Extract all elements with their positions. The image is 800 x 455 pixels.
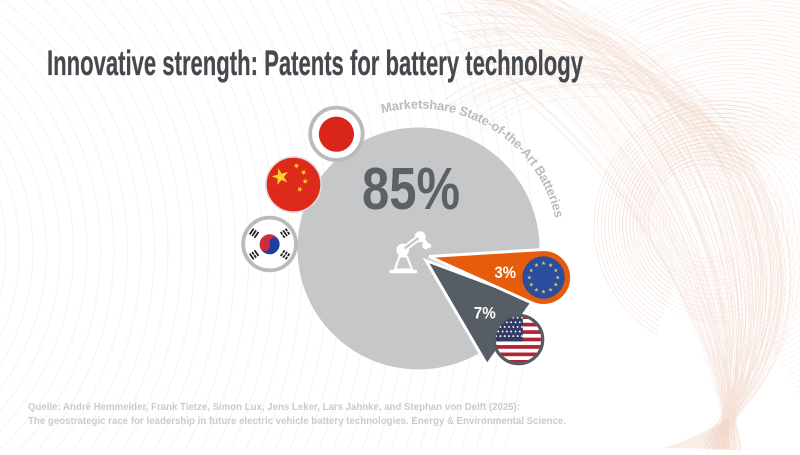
svg-text:t: t [475, 110, 486, 126]
svg-text:k: k [403, 97, 412, 113]
svg-text:e: e [411, 96, 419, 111]
svg-text:t: t [418, 96, 423, 111]
svg-text:The geostrategic race for lead: The geostrategic race for leadership in … [28, 416, 566, 427]
svg-text:t: t [465, 106, 475, 122]
svg-text:t: t [540, 178, 556, 189]
svg-text:Quelle: André Hemmelder, Frank: Quelle: André Hemmelder, Frank Tietze, S… [28, 402, 520, 413]
svg-text:t: t [541, 182, 557, 193]
svg-text:7%: 7% [474, 304, 496, 323]
svg-text:3%: 3% [495, 263, 517, 282]
svg-text:a: a [436, 98, 446, 114]
svg-text:-: - [485, 116, 496, 131]
svg-text:85%: 85% [362, 156, 460, 222]
svg-text:i: i [548, 198, 563, 206]
svg-text:s: s [551, 208, 567, 219]
svg-text:Innovative strength: Patents f: Innovative strength: Patents for battery… [47, 44, 583, 83]
svg-text:s: s [422, 97, 430, 112]
svg-text:r: r [546, 193, 562, 203]
svg-text:h: h [429, 97, 439, 113]
svg-text:e: e [549, 201, 565, 212]
svg-text:M: M [379, 99, 393, 116]
svg-text:r: r [443, 99, 451, 115]
svg-text:r: r [398, 97, 405, 112]
svg-text:a: a [390, 98, 400, 114]
svg-text:e: e [448, 100, 459, 116]
